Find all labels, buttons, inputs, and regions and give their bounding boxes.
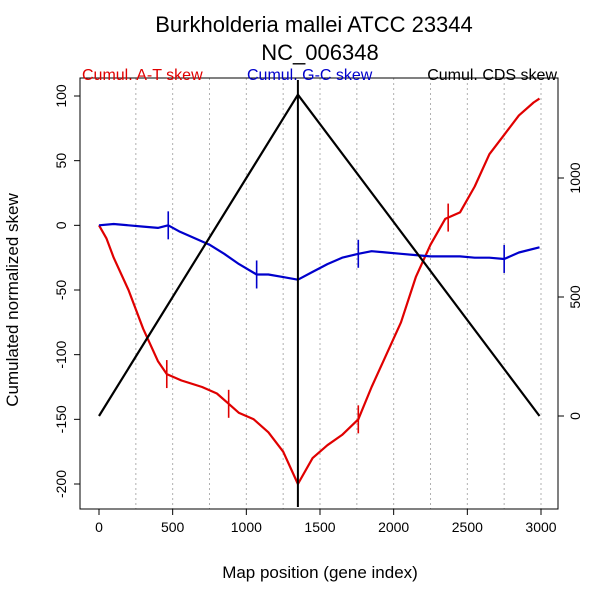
axes: 0 500 1000 1500 2000 2500 3000-200-150-100-500…: [53, 84, 583, 535]
y-left-tick-label: -50: [53, 280, 69, 300]
legend-gc-skew: Cumul. G-C skew: [247, 67, 373, 84]
tick-marks-group: [165, 203, 505, 434]
y-axis-label: Cumulated normalized skew: [3, 193, 22, 407]
x-tick-label: 1000: [231, 519, 262, 535]
x-gridlines: [135, 78, 542, 509]
x-tick-label: 0: [95, 519, 103, 535]
x-tick-label: 3000: [525, 519, 556, 535]
plot-frame: [79, 77, 559, 510]
y-left-tick-label: 100: [53, 84, 69, 108]
y-left-tick-label: 50: [53, 153, 69, 169]
x-axis-label: Map position (gene index): [222, 563, 418, 582]
x-tick-label: 1500: [304, 519, 335, 535]
x-tick-label: 2000: [378, 519, 409, 535]
legend-at-skew: Cumul. A-T skew: [82, 67, 203, 84]
y-left-tick-label: -200: [53, 470, 69, 498]
y-left-tick-label: -100: [53, 340, 69, 368]
y-left-tick-label: -150: [53, 405, 69, 433]
legend-cds-skew: Cumul. CDS skew: [427, 67, 557, 84]
y-right-tick-label: 500: [567, 285, 583, 309]
y-right-tick-label: 1000: [567, 162, 583, 193]
series-line-cumul-cds-skew: [98, 93, 541, 417]
x-tick-label: 2500: [452, 519, 483, 535]
chart-title: Burkholderia mallei ATCC 23344: [155, 12, 473, 37]
y-left-tick-label: 0: [53, 221, 69, 229]
x-tick-label: 500: [161, 519, 185, 535]
series-group: [98, 80, 541, 507]
y-right-tick-label: 0: [567, 412, 583, 420]
chart-subtitle: NC_006348: [261, 40, 378, 65]
series-line-cumul-g-c-skew: [98, 222, 540, 281]
series-line-cumul-a-t-skew: [98, 97, 541, 486]
